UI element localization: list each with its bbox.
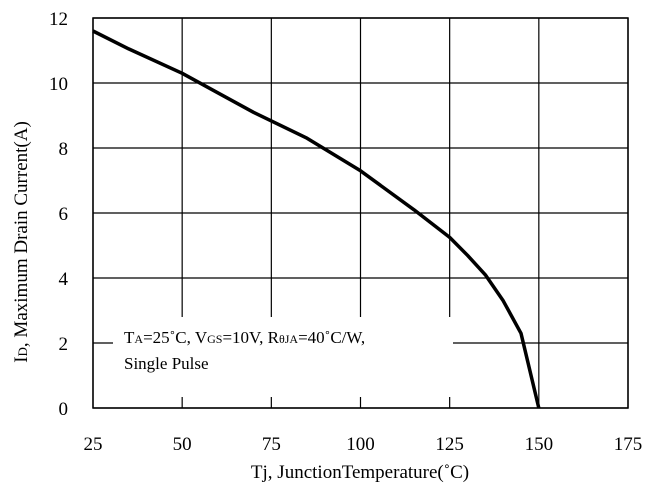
annotation-pulse: Single Pulse — [124, 354, 209, 373]
annotation-text: =10V, R — [222, 328, 279, 347]
y-tick-label: 4 — [59, 269, 69, 290]
annotation-text: T — [124, 328, 135, 347]
annotation-text: =40˚C/W, — [298, 328, 365, 347]
annotation-subscript: GS — [207, 332, 222, 346]
x-tick-label: 175 — [614, 434, 643, 455]
x-tick-labels: 25 50 75 100 125 150 175 — [84, 434, 643, 455]
annotation-box — [113, 317, 453, 397]
series-line — [92, 29, 541, 409]
y-tick-label: 8 — [59, 139, 69, 160]
x-tick-label: 150 — [525, 434, 554, 455]
y-axis-title: ID, Maximum Drain Current(A) — [11, 121, 32, 363]
x-tick-label: 75 — [262, 434, 281, 455]
x-axis-title: Tj, JunctionTemperature(˚C) — [251, 462, 469, 483]
x-tick-label: 25 — [84, 434, 103, 455]
x-tick-label: 125 — [435, 434, 464, 455]
x-tick-label: 100 — [346, 434, 375, 455]
annotation-conditions: TA=25˚C, VGS=10V, RθJA=40˚C/W, — [124, 328, 365, 347]
x-tick-label: 50 — [173, 434, 192, 455]
y-tick-label: 2 — [59, 334, 69, 355]
y-tick-label: 10 — [49, 74, 68, 95]
annotation-text: =25˚C, V — [143, 328, 208, 347]
y-tick-label: 12 — [49, 9, 68, 30]
annotation-subscript: A — [134, 332, 143, 346]
y-tick-labels: 0 2 4 6 8 10 12 — [49, 9, 69, 420]
annotation-subscript: θJA — [279, 332, 298, 346]
plot-frame — [92, 17, 629, 409]
y-tick-label: 6 — [59, 204, 69, 225]
y-tick-label: 0 — [59, 399, 69, 420]
